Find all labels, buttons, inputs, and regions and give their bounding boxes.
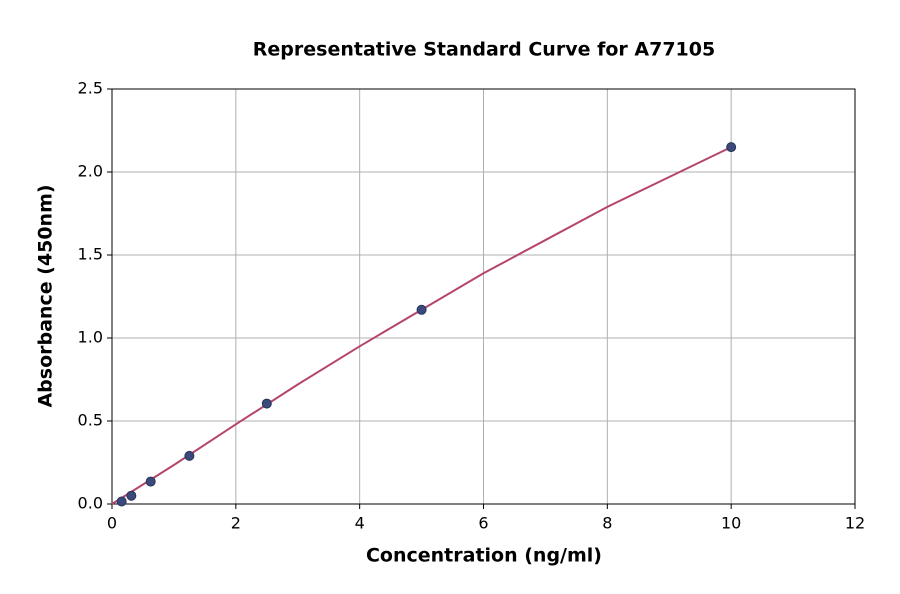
data-point (726, 142, 737, 153)
y-tick-label: 0.0 (78, 494, 103, 513)
x-tick-label: 0 (107, 514, 117, 533)
y-axis-label: Absorbance (450nm) (35, 184, 57, 407)
x-tick-label: 8 (602, 514, 612, 533)
y-tick-label: 1.5 (78, 245, 103, 264)
y-tick-label: 0.5 (78, 411, 103, 430)
x-tick-label: 4 (355, 514, 365, 533)
chart-title: Representative Standard Curve for A77105 (253, 39, 715, 61)
data-point (145, 476, 156, 487)
data-point (116, 496, 127, 507)
x-tick-label: 6 (478, 514, 488, 533)
y-tick-label: 1.0 (78, 328, 103, 347)
fit-curve (111, 146, 732, 505)
x-tick-label: 12 (845, 514, 865, 533)
x-tick-label: 10 (721, 514, 741, 533)
x-axis-label: Concentration (ng/ml) (366, 545, 602, 567)
data-point (126, 490, 137, 501)
y-tick-label: 2.5 (78, 79, 103, 98)
y-tick-label: 2.0 (78, 162, 103, 181)
plot-frame (111, 88, 856, 505)
x-tick-label: 2 (231, 514, 241, 533)
data-point (416, 304, 427, 315)
data-point (184, 450, 195, 461)
data-point (261, 398, 272, 409)
